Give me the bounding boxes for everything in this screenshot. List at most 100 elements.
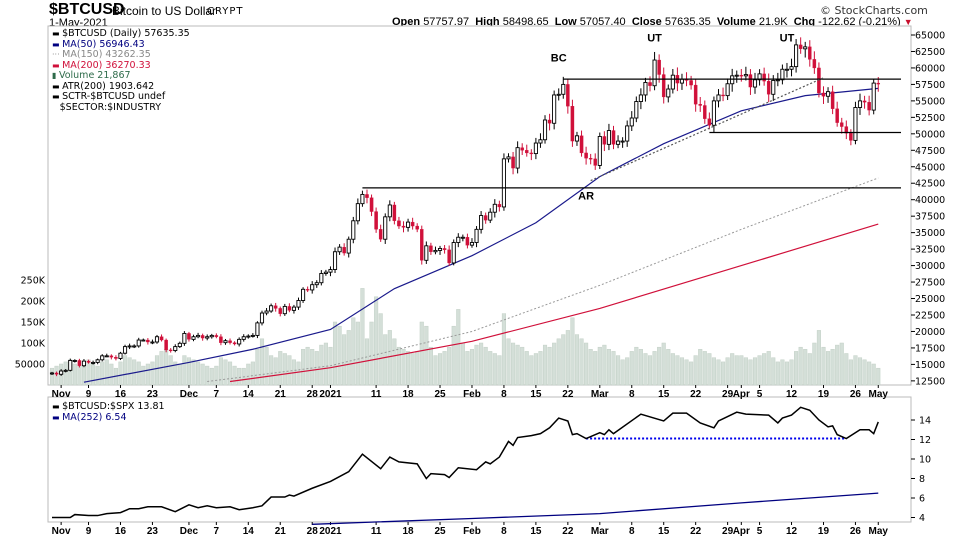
volume-bar bbox=[141, 365, 146, 386]
candle-up bbox=[241, 336, 246, 340]
candle-up bbox=[323, 271, 328, 274]
volume-bar bbox=[182, 355, 187, 386]
candle-up bbox=[597, 136, 602, 166]
volume-bar bbox=[145, 363, 150, 386]
main-x-tick-label: 22 bbox=[562, 389, 574, 400]
volume-bar bbox=[200, 363, 205, 386]
volume-bar bbox=[218, 357, 223, 386]
candle-up bbox=[136, 339, 141, 347]
volume-bar bbox=[574, 334, 580, 386]
volume-bar bbox=[91, 363, 96, 386]
lower-legend: ▬ $BTCUSD:$SPX 13.81 ▬ MA(252) 6.54 bbox=[52, 401, 165, 423]
candle-down bbox=[593, 158, 597, 166]
volume-bar bbox=[100, 361, 105, 386]
candle-up bbox=[118, 352, 123, 359]
volume-bar bbox=[848, 359, 853, 386]
volume-bar bbox=[757, 355, 762, 386]
candle-down bbox=[219, 336, 223, 343]
volume-bar bbox=[127, 357, 132, 386]
candle-down bbox=[602, 136, 607, 145]
candle-down bbox=[146, 339, 150, 343]
volume-bar bbox=[794, 351, 799, 386]
volume-bar bbox=[515, 344, 520, 386]
candle-down bbox=[232, 342, 237, 345]
main-x-tick-label: 16 bbox=[115, 389, 127, 400]
volume-bar bbox=[844, 353, 849, 386]
volume-bar bbox=[109, 363, 114, 386]
lower-x-tick-label: 23 bbox=[147, 526, 159, 537]
candle-down bbox=[342, 246, 346, 254]
volume-bar bbox=[803, 349, 808, 386]
candle-down bbox=[114, 357, 118, 359]
volume-bar bbox=[798, 346, 803, 386]
main-x-tick-label: Nov bbox=[52, 389, 71, 400]
lower-x-tick-label: Apr bbox=[733, 526, 750, 537]
volume-bar bbox=[743, 357, 748, 386]
candle-down bbox=[611, 130, 616, 145]
legend-swatch-icon: ▬ bbox=[52, 81, 63, 91]
main-x-tick-label: 19 bbox=[818, 389, 830, 400]
candle-down bbox=[830, 91, 835, 109]
candle-up bbox=[246, 335, 251, 338]
candle-down bbox=[273, 305, 278, 309]
main-x-tick-label: Mar bbox=[591, 389, 609, 400]
volume-bar bbox=[780, 359, 785, 386]
y-tick-label: 55000 bbox=[915, 96, 945, 107]
candle-down bbox=[862, 100, 867, 103]
volume-bar bbox=[606, 349, 611, 386]
candle-down bbox=[657, 59, 661, 75]
ma50-line bbox=[83, 87, 879, 383]
lower-x-tick-label: Mar bbox=[591, 526, 609, 537]
volume-bar bbox=[670, 353, 675, 386]
legend-swatch-icon bbox=[52, 103, 60, 112]
ratio-y-tick-label: 12 bbox=[919, 435, 931, 446]
candle-up bbox=[150, 341, 155, 344]
candle-up bbox=[638, 94, 643, 102]
lower-x-tick-label: 16 bbox=[115, 526, 127, 537]
y-tick-label: 37500 bbox=[915, 212, 945, 223]
candle-down bbox=[447, 249, 451, 264]
lower-x-tick-label: May bbox=[869, 526, 889, 537]
legend-text: Volume 21,867 bbox=[58, 70, 131, 81]
main-x-tick-label: Dec bbox=[180, 389, 199, 400]
volume-bar bbox=[479, 342, 484, 386]
y-tick-label: 32500 bbox=[915, 245, 945, 256]
candle-up bbox=[743, 74, 748, 77]
volume-bar bbox=[437, 353, 443, 386]
volume-bar bbox=[629, 351, 634, 386]
candle-down bbox=[798, 44, 803, 49]
volume-bar bbox=[346, 330, 351, 386]
candle-down bbox=[159, 336, 164, 341]
candle-down bbox=[374, 211, 378, 230]
main-x-tick-label: 5 bbox=[757, 389, 763, 400]
volume-bar bbox=[711, 357, 716, 386]
candle-up bbox=[492, 203, 497, 213]
candle-up bbox=[542, 119, 548, 141]
volume-bar bbox=[351, 317, 356, 386]
volume-bar bbox=[319, 344, 324, 386]
y-tick-label: 25000 bbox=[915, 294, 945, 305]
lower-x-tick-label: 14 bbox=[243, 526, 255, 537]
main-x-tick-label: 25 bbox=[434, 389, 446, 400]
candle-up bbox=[319, 273, 324, 284]
volume-bar bbox=[684, 359, 689, 386]
volume-bar bbox=[118, 361, 123, 386]
volume-bar bbox=[310, 349, 315, 386]
volume-bar bbox=[812, 342, 817, 386]
volume-bar bbox=[611, 351, 616, 386]
legend-text: MA(150) 43262.35 bbox=[62, 49, 151, 60]
volume-bar bbox=[469, 349, 475, 386]
volume-bar bbox=[593, 351, 598, 386]
volume-bar bbox=[533, 353, 538, 386]
candle-up bbox=[332, 251, 338, 270]
brand-watermark[interactable]: © StockCharts.com bbox=[820, 4, 928, 17]
candle-up bbox=[433, 249, 438, 253]
legend-text: $SECTOR:$INDUSTRY bbox=[59, 101, 161, 113]
volume-bar bbox=[287, 355, 292, 386]
volume-bar bbox=[762, 353, 767, 386]
candle-up bbox=[479, 215, 484, 230]
volume-bar bbox=[205, 365, 210, 386]
candle-up bbox=[95, 359, 100, 363]
candle-up bbox=[853, 107, 858, 141]
